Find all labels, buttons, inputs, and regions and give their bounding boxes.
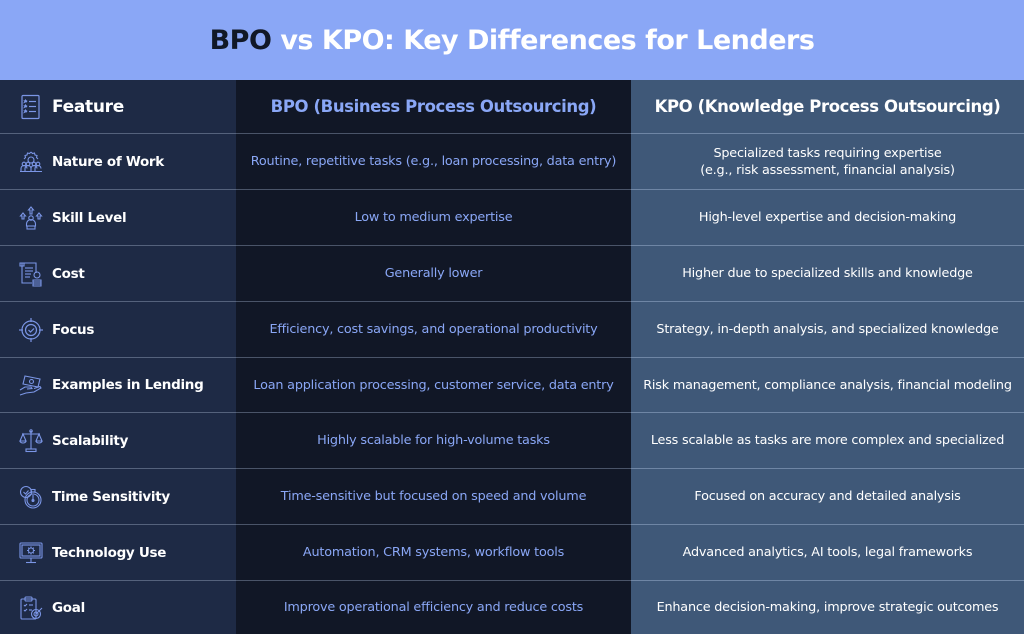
row-divider	[0, 357, 1024, 358]
hand-money-icon	[18, 372, 44, 398]
kpo-value: Focused on accuracy and detailed analysi…	[694, 489, 961, 504]
row-divider	[0, 133, 1024, 134]
kpo-cell: Higher due to specialized skills and kno…	[631, 246, 1024, 301]
row-divider	[0, 468, 1024, 469]
bpo-cell: Highly scalable for high-volume tasks	[236, 413, 631, 468]
feature-label: Time Sensitivity	[52, 488, 170, 505]
bpo-value: Low to medium expertise	[354, 210, 513, 225]
table-row: Goal Improve operational efficiency and …	[0, 581, 1024, 634]
kpo-cell: Strategy, in-depth analysis, and special…	[631, 302, 1024, 357]
feature-cell: Nature of Work	[0, 134, 236, 189]
invoice-coins-icon	[18, 261, 44, 287]
stopwatch-icon	[18, 484, 44, 510]
kpo-value: Risk management, compliance analysis, fi…	[643, 377, 1012, 393]
bpo-cell: Loan application processing, customer se…	[236, 358, 631, 412]
bpo-value: Routine, repetitive tasks (e.g., loan pr…	[250, 154, 617, 169]
kpo-cell: Less scalable as tasks are more complex …	[631, 413, 1024, 468]
header-bpo: BPO (Business Process Outsourcing)	[270, 97, 597, 116]
header-feature-cell: Feature	[0, 80, 236, 133]
feature-label: Skill Level	[52, 209, 127, 226]
feature-label: Nature of Work	[52, 153, 164, 170]
row-divider	[0, 524, 1024, 525]
table-row: Skill Level Low to medium expertise High…	[0, 190, 1024, 245]
bpo-cell: Time-sensitive but focused on speed and …	[236, 469, 631, 524]
kpo-cell: Enhance decision-making, improve strateg…	[631, 581, 1024, 634]
feature-cell: Skill Level	[0, 190, 236, 245]
feature-cell: Time Sensitivity	[0, 469, 236, 524]
bpo-cell: Improve operational efficiency and reduc…	[236, 581, 631, 634]
kpo-value: Specialized tasks requiring expertise (e…	[700, 145, 955, 178]
table-row: Cost Generally lower Higher due to speci…	[0, 246, 1024, 301]
page-title: BPO vs KPO: Key Differences for Lenders	[210, 25, 815, 56]
kpo-value: Strategy, in-depth analysis, and special…	[656, 322, 999, 337]
feature-label: Focus	[52, 321, 95, 338]
row-divider	[0, 580, 1024, 581]
kpo-cell: Specialized tasks requiring expertise (e…	[631, 134, 1024, 189]
table-row: Time Sensitivity Time-sensitive but focu…	[0, 469, 1024, 524]
kpo-value: High-level expertise and decision-making	[698, 210, 957, 225]
table-row: Nature of Work Routine, repetitive tasks…	[0, 134, 1024, 189]
kpo-cell: Advanced analytics, AI tools, legal fram…	[631, 525, 1024, 580]
scales-icon	[18, 428, 44, 454]
bpo-cell: Efficiency, cost savings, and operationa…	[236, 302, 631, 357]
monitor-gear-icon	[18, 540, 44, 566]
table-row: Examples in Lending Loan application pro…	[0, 358, 1024, 412]
feature-label: Cost	[52, 265, 85, 282]
feature-cell: Goal	[0, 581, 236, 634]
bpo-value: Loan application processing, customer se…	[253, 377, 614, 393]
table-row: Scalability Highly scalable for high-vol…	[0, 413, 1024, 468]
header-feature: Feature	[52, 96, 124, 117]
clipboard-target-icon	[18, 595, 44, 621]
bpo-value: Automation, CRM systems, workflow tools	[302, 545, 565, 560]
header-kpo: KPO (Knowledge Process Outsourcing)	[654, 97, 1001, 116]
kpo-cell: Risk management, compliance analysis, fi…	[631, 358, 1024, 412]
target-check-icon	[18, 317, 44, 343]
kpo-value: Less scalable as tasks are more complex …	[650, 433, 1005, 448]
bpo-value: Improve operational efficiency and reduc…	[283, 600, 584, 615]
feature-cell: Cost	[0, 246, 236, 301]
bpo-value: Time-sensitive but focused on speed and …	[280, 489, 587, 504]
header-bpo-cell: BPO (Business Process Outsourcing)	[236, 80, 631, 133]
row-divider	[0, 245, 1024, 246]
bpo-value: Generally lower	[384, 266, 483, 281]
feature-label: Technology Use	[52, 544, 167, 561]
feature-cell: Examples in Lending	[0, 358, 236, 412]
row-divider	[0, 189, 1024, 190]
title-highlight: BPO	[209, 24, 272, 56]
kpo-value: Higher due to specialized skills and kno…	[682, 266, 973, 281]
feature-label: Examples in Lending	[52, 377, 204, 393]
bpo-cell: Generally lower	[236, 246, 631, 301]
bpo-value: Efficiency, cost savings, and operationa…	[269, 322, 598, 337]
table-header-row: Feature BPO (Business Process Outsourcin…	[0, 80, 1024, 133]
bpo-cell: Low to medium expertise	[236, 190, 631, 245]
title-rest: vs KPO: Key Differences for Lenders	[271, 24, 815, 56]
person-growth-icon	[18, 205, 44, 231]
checklist-icon	[18, 94, 44, 120]
feature-cell: Focus	[0, 302, 236, 357]
bpo-cell: Routine, repetitive tasks (e.g., loan pr…	[236, 134, 631, 189]
bpo-value: Highly scalable for high-volume tasks	[317, 433, 550, 448]
team-gear-icon	[18, 149, 44, 175]
table-row: Technology Use Automation, CRM systems, …	[0, 525, 1024, 580]
table-row: Focus Efficiency, cost savings, and oper…	[0, 302, 1024, 357]
bpo-cell: Automation, CRM systems, workflow tools	[236, 525, 631, 580]
feature-cell: Technology Use	[0, 525, 236, 580]
kpo-value: Advanced analytics, AI tools, legal fram…	[682, 545, 973, 560]
title-banner: BPO vs KPO: Key Differences for Lenders	[0, 0, 1024, 80]
row-divider	[0, 412, 1024, 413]
header-kpo-cell: KPO (Knowledge Process Outsourcing)	[631, 80, 1024, 133]
feature-label: Goal	[52, 599, 85, 616]
feature-label: Scalability	[52, 432, 129, 449]
kpo-value: Enhance decision-making, improve strateg…	[656, 600, 999, 615]
feature-cell: Scalability	[0, 413, 236, 468]
kpo-cell: High-level expertise and decision-making	[631, 190, 1024, 245]
row-divider	[0, 301, 1024, 302]
comparison-table: Feature BPO (Business Process Outsourcin…	[0, 80, 1024, 634]
kpo-cell: Focused on accuracy and detailed analysi…	[631, 469, 1024, 524]
